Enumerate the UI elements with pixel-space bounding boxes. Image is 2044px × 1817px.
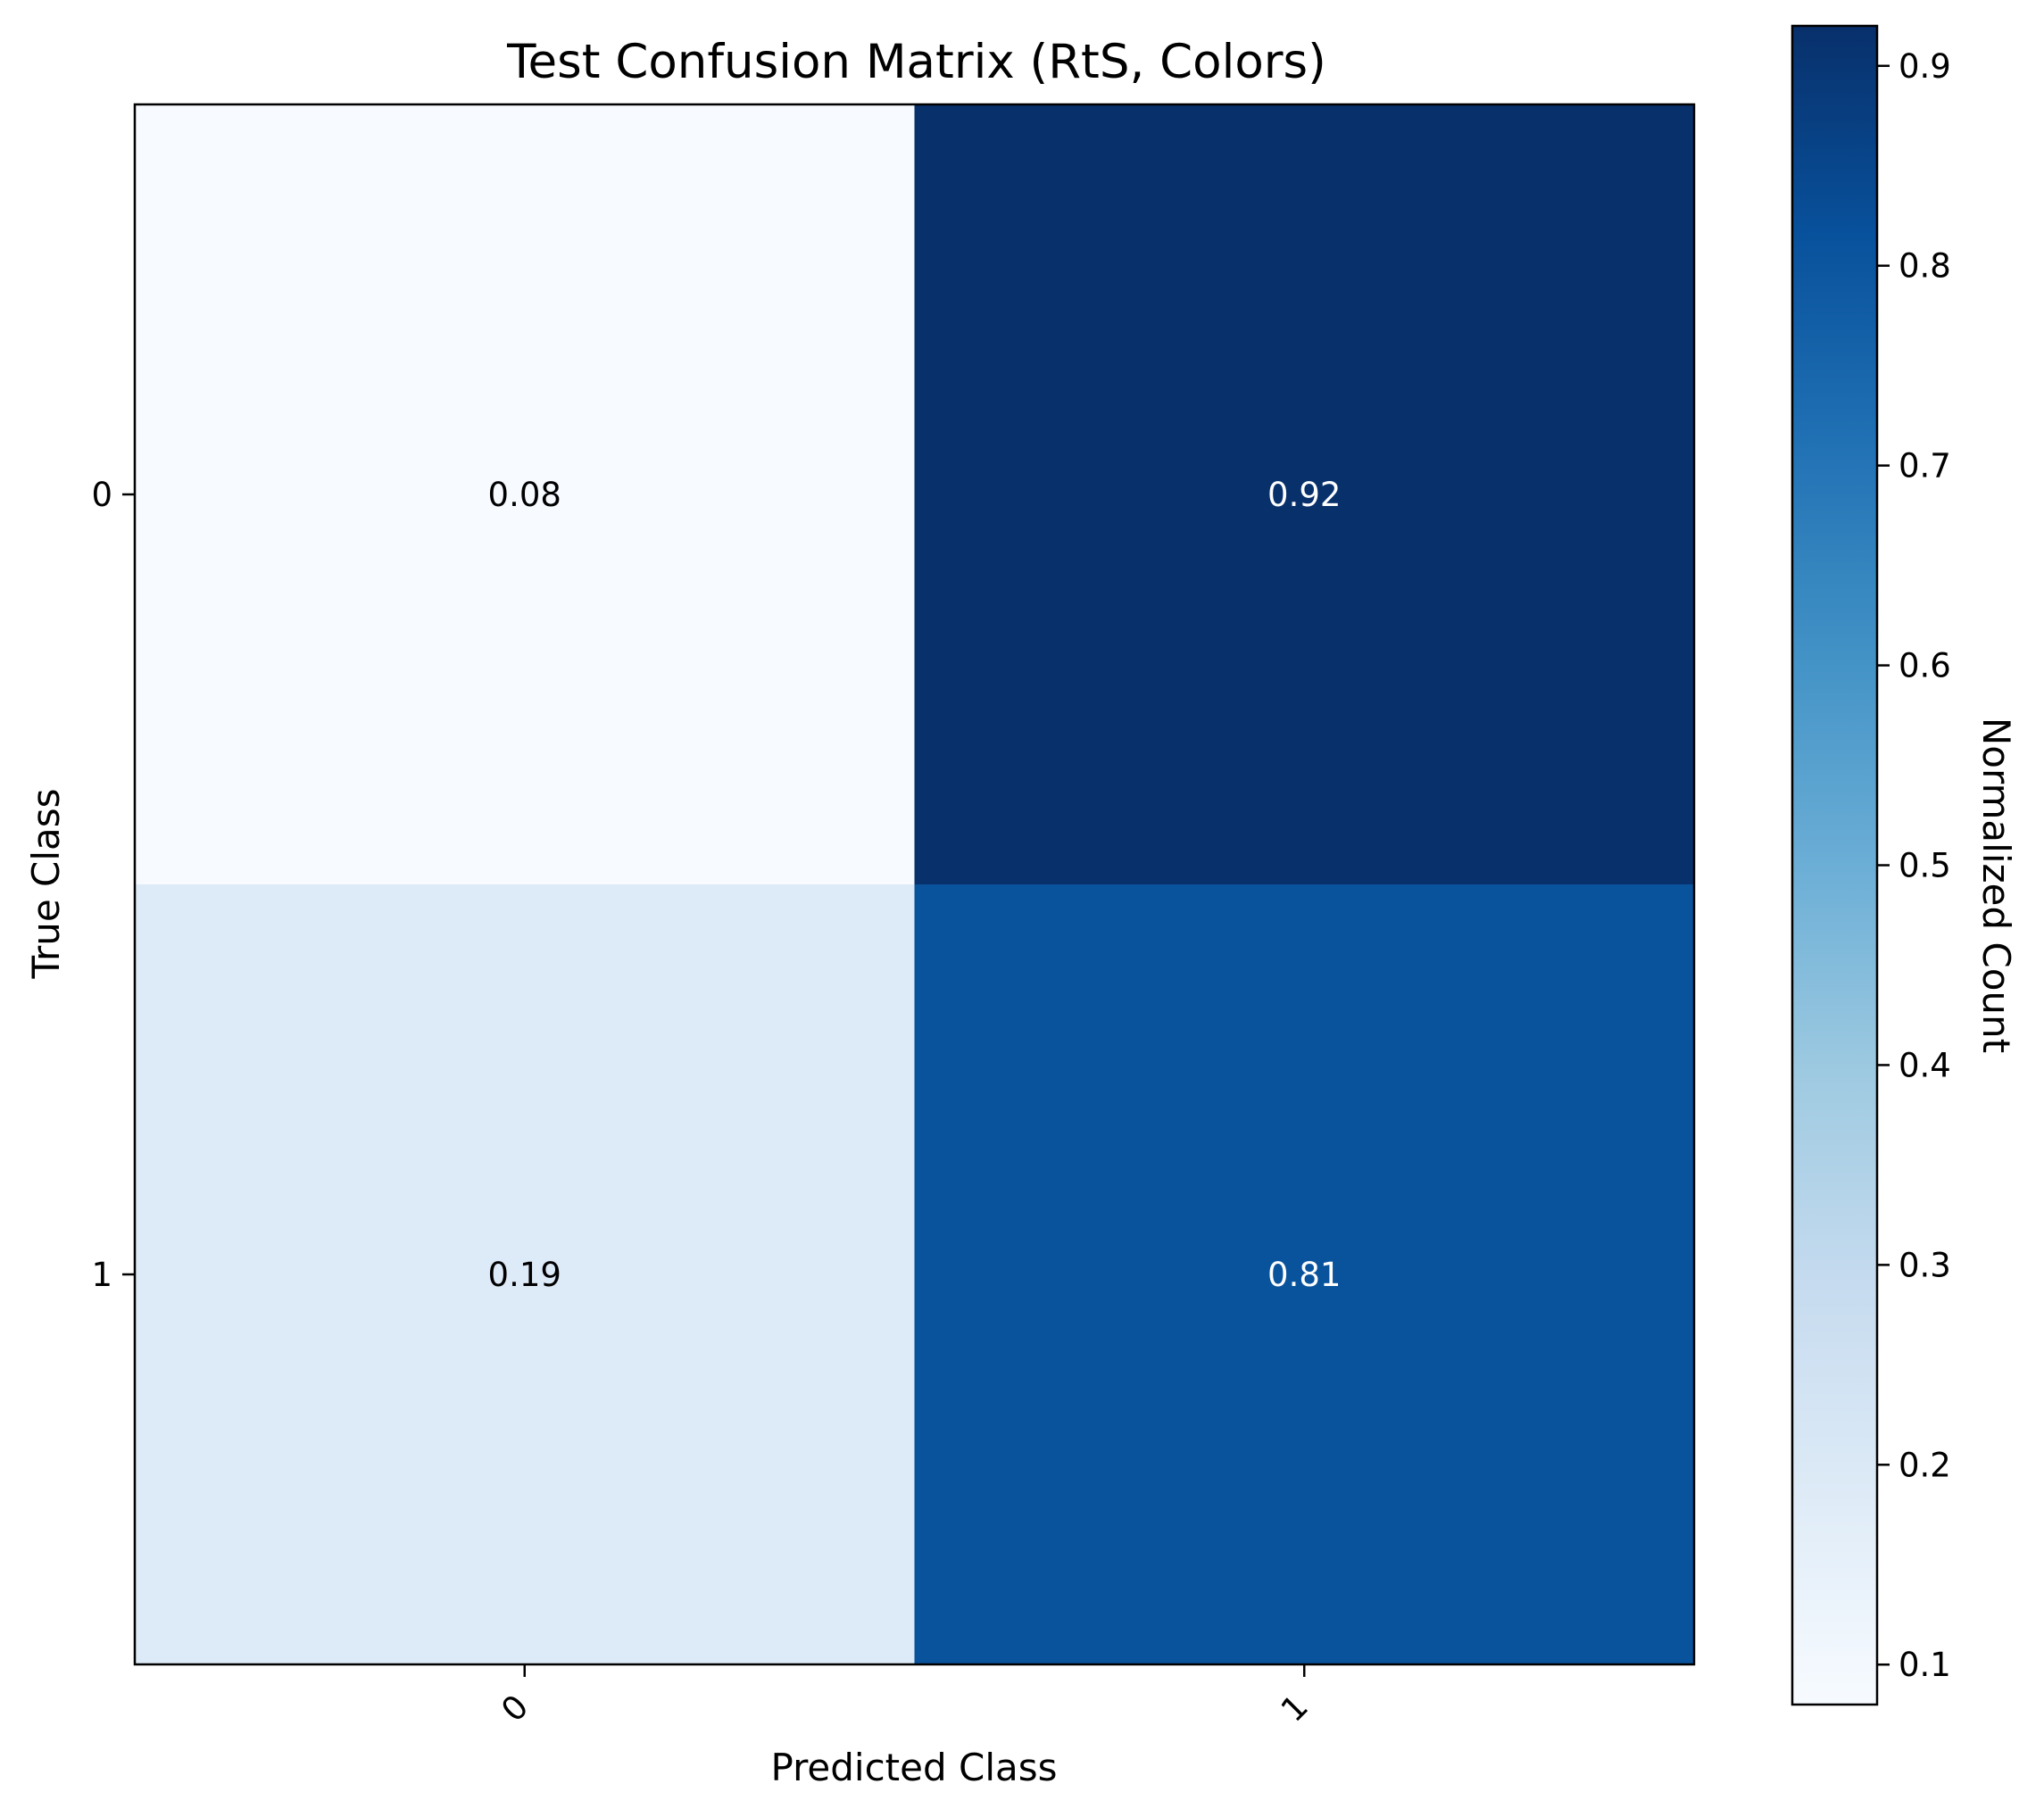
colorbar-tick-label: 0.4 [1899, 1046, 1951, 1084]
cell-value-label: 0.08 [488, 476, 561, 514]
colorbar-ticks: 0.1 0.2 0.3 0.4 0.5 0.6 0.7 0.8 0.9 [1877, 47, 1951, 1684]
cell-value-label: 0.81 [1267, 1256, 1341, 1294]
heatmap-cell [914, 104, 1695, 885]
colorbar-tick-label: 0.2 [1899, 1446, 1951, 1484]
heatmap-cell [135, 104, 915, 885]
heatmap-cell [914, 884, 1695, 1665]
y-tick-label: 0 [91, 476, 112, 514]
colorbar-tick-label: 0.3 [1899, 1246, 1951, 1284]
colorbar-label: Normalized Count [1974, 718, 2018, 1053]
y-tick-label: 1 [91, 1256, 112, 1294]
colorbar-tick-label: 0.1 [1899, 1646, 1951, 1684]
cell-value-label: 0.92 [1267, 476, 1341, 514]
colorbar-tick-label: 0.6 [1899, 647, 1951, 685]
colorbar-tick-label: 0.9 [1899, 47, 1951, 86]
colorbar [1791, 24, 1879, 1706]
x-tick-label: 0 [494, 1688, 536, 1730]
chart-title: Test Confusion Matrix (RtS, Colors) [506, 35, 1326, 89]
colorbar-tick-label: 0.7 [1899, 447, 1951, 485]
x-tick-label: 1 [1274, 1688, 1316, 1730]
colorbar-tick-label: 0.8 [1899, 247, 1951, 286]
heatmap-cell-labels: 0.08 0.92 0.19 0.81 [488, 476, 1342, 1294]
heatmap-cell [135, 884, 915, 1665]
plot-frame [133, 103, 1696, 1666]
x-axis-label: Predicted Class [770, 1746, 1057, 1789]
heatmap-cells [135, 104, 1695, 1665]
y-axis-ticks: 01 [91, 476, 135, 1294]
y-axis-label: True Class [24, 788, 68, 979]
colorbar-tick-label: 0.5 [1899, 847, 1951, 885]
cell-value-label: 0.19 [488, 1256, 561, 1294]
